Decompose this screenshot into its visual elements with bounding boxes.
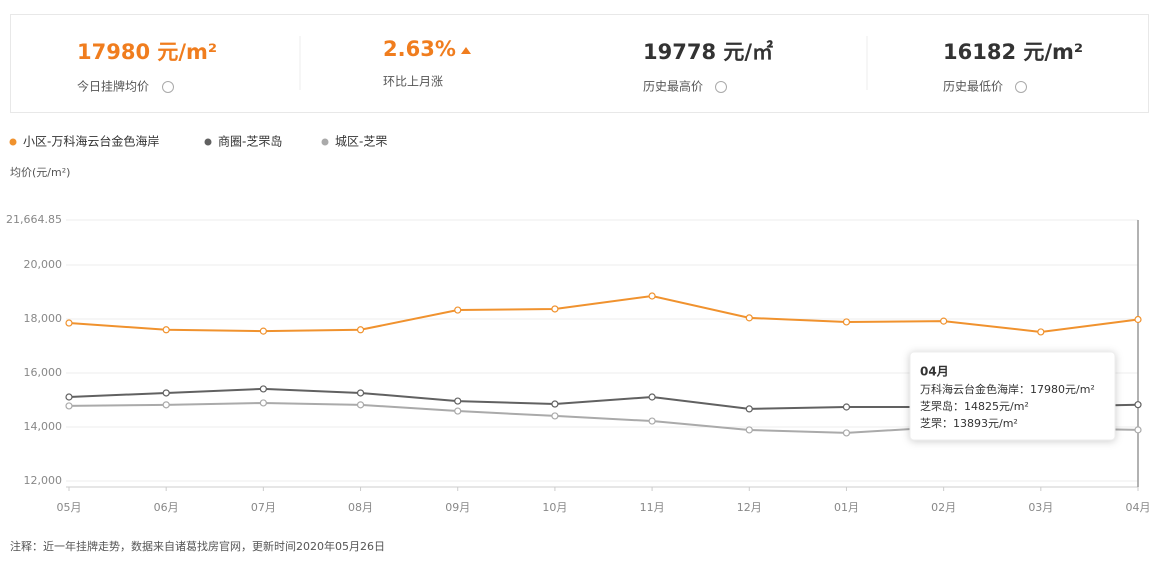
data-point <box>551 400 559 408</box>
data-point <box>454 397 462 405</box>
data-point <box>65 393 73 401</box>
data-point <box>1037 328 1045 336</box>
y-tick-label: 16,000 <box>24 366 63 379</box>
tooltip-line: 万科海云台金色海岸：17980元/m² <box>920 382 1095 396</box>
data-point <box>551 305 559 313</box>
data-point <box>162 401 170 409</box>
legend-marker <box>204 138 212 146</box>
data-point <box>745 314 753 322</box>
x-tick-label: 01月 <box>834 501 859 514</box>
stat-value: 19778 元/㎡ <box>643 40 773 64</box>
data-point <box>356 389 365 397</box>
tooltip-line: 芝罘岛：14825元/m² <box>920 399 1029 413</box>
data-point <box>940 317 948 325</box>
data-point <box>1134 426 1142 434</box>
x-tick-label: 07月 <box>251 501 276 514</box>
data-point <box>648 292 656 300</box>
data-point <box>65 319 73 327</box>
data-point <box>551 412 559 420</box>
data-point <box>259 385 267 393</box>
y-tick-label: 21,664.85 <box>6 213 62 226</box>
legend-marker <box>9 138 17 146</box>
data-point <box>162 326 170 334</box>
tooltip-box <box>909 351 1116 441</box>
y-axis-label: 均价(元/m²) <box>10 166 70 179</box>
data-point <box>842 403 851 411</box>
x-tick-label: 06月 <box>154 501 179 514</box>
data-point <box>1134 401 1142 409</box>
data-point <box>1134 315 1142 324</box>
stat-label: 今日挂牌均价 <box>77 79 149 94</box>
data-point <box>356 401 365 409</box>
x-tick-label: 05月 <box>57 501 82 514</box>
legend-marker <box>321 138 329 146</box>
stat-value: 16182 元/m² <box>943 40 1083 64</box>
up-arrow <box>461 47 471 54</box>
data-point <box>842 318 851 326</box>
footnote: 注释：近一年挂牌走势，数据来自诸葛找房官网，更新时间2020年05月26日 <box>10 539 385 553</box>
tooltip-title: 04月 <box>920 365 949 379</box>
data-point <box>454 306 462 314</box>
data-point <box>65 402 73 410</box>
data-point <box>259 327 267 335</box>
stat-value: 17980 元/m² <box>77 40 217 64</box>
x-tick-label: 03月 <box>1028 501 1053 514</box>
y-tick-label: 14,000 <box>24 420 63 433</box>
y-tick-label: 12,000 <box>24 474 63 487</box>
x-tick-label: 04月 <box>1126 501 1151 514</box>
stat-label: 历史最低价 <box>943 80 1003 94</box>
data-point <box>648 393 656 401</box>
legend-label: 商圈-芝罘岛 <box>218 134 282 149</box>
stat-label: 历史最高价 <box>643 79 703 94</box>
x-tick-label: 09月 <box>445 501 470 514</box>
data-point <box>162 389 170 397</box>
data-point <box>745 426 753 434</box>
series-line <box>68 295 1139 333</box>
legend-label: 小区-万科海云台金色海岸 <box>23 134 159 149</box>
data-point <box>842 429 851 437</box>
stat-label: 环比上月涨 <box>383 74 443 89</box>
x-tick-label: 12月 <box>737 501 762 514</box>
tooltip-line: 芝罘：13893元/m² <box>920 417 1018 430</box>
data-point <box>648 417 656 425</box>
data-point <box>454 407 462 415</box>
x-tick-label: 10月 <box>542 501 567 514</box>
y-tick-label: 20,000 <box>24 258 63 271</box>
data-point <box>259 399 267 407</box>
help-icons <box>162 81 1027 93</box>
y-tick-label: 18,000 <box>24 312 63 325</box>
data-point <box>745 405 753 413</box>
stats-box <box>10 14 1149 113</box>
x-tick-label: 08月 <box>348 501 373 514</box>
legend-label: 城区-芝罘 <box>335 134 387 149</box>
x-tick-label: 11月 <box>640 501 665 514</box>
stat-value: 2.63% <box>383 37 456 61</box>
data-point <box>356 326 365 334</box>
x-tick-label: 02月 <box>931 501 956 514</box>
